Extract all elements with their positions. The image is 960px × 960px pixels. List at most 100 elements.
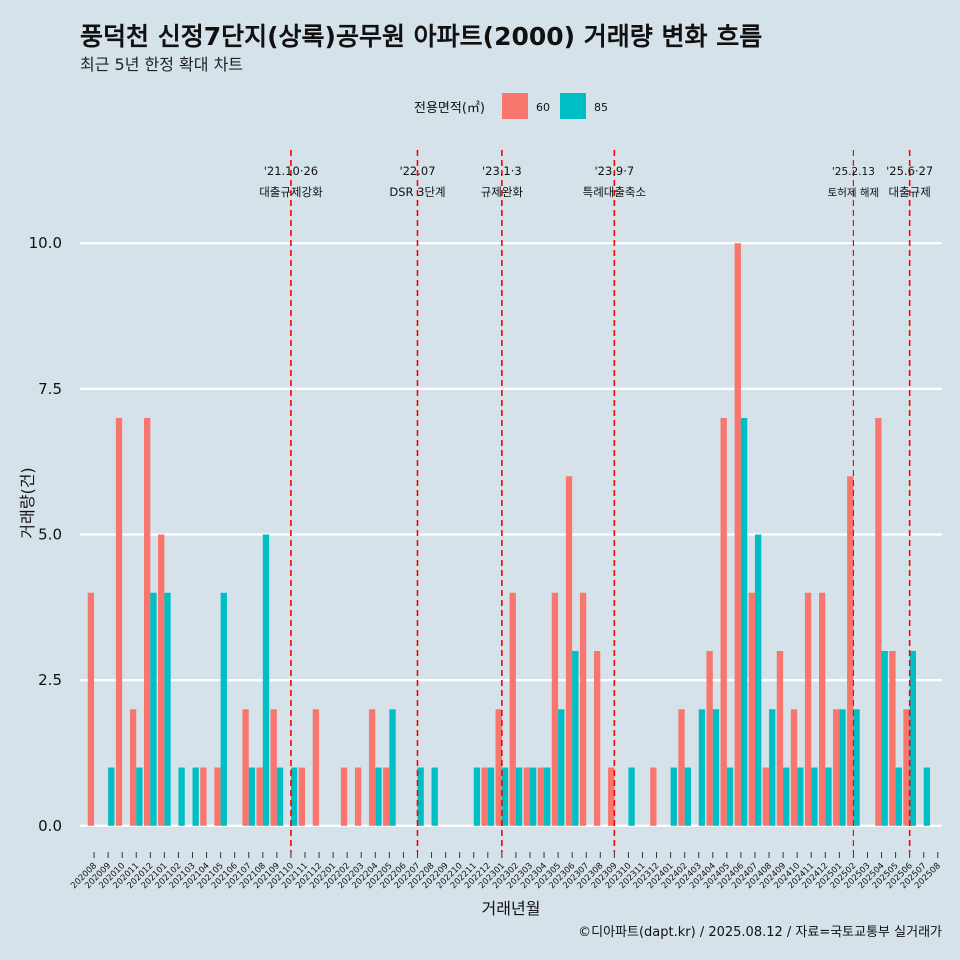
bar-60-202104 <box>200 767 207 826</box>
bar-85-202105 <box>220 592 227 826</box>
bar-60-202008 <box>87 592 95 826</box>
bar-85-202302 <box>515 767 523 826</box>
bar-60-202502 <box>847 476 854 826</box>
event-label: 대출규제 <box>888 185 930 199</box>
bar-60-202501 <box>833 709 840 826</box>
bar-60-202202 <box>340 767 348 826</box>
bar-60-202011 <box>129 709 137 826</box>
event-date: '25.2.13 <box>832 166 875 178</box>
bar-85-202405 <box>726 767 734 826</box>
bar-85-202204 <box>375 767 382 826</box>
bar-85-202412 <box>825 767 832 826</box>
bar-60-202411 <box>804 592 812 826</box>
event-label: 특례대출축소 <box>583 185 646 199</box>
bar-85-202305 <box>558 709 565 826</box>
event-annotations: '21.10·26 대출규제강화 '22.07 DSR 3단계 '23.1·3 규제완화 '… <box>259 164 933 199</box>
event-date: '23.1·3 <box>482 164 522 178</box>
bar-85-202208 <box>431 767 438 826</box>
bar-85-202009 <box>108 767 115 826</box>
event-lines <box>290 150 911 852</box>
bar-60-202407 <box>748 592 755 826</box>
y-tick-label: 5.0 <box>38 525 62 543</box>
y-tick-label: 10.0 <box>29 234 62 252</box>
bar-60-202304 <box>537 767 545 826</box>
bar-85-202102 <box>178 767 185 826</box>
bar-60-202105 <box>214 767 221 826</box>
bar-60-202308 <box>593 651 601 826</box>
bar-85-202207 <box>417 767 424 826</box>
bar-60-202306 <box>565 476 573 826</box>
y-tick-label: 2.5 <box>38 671 62 689</box>
bar-85-202310 <box>628 767 635 826</box>
event-label: 대출규제강화 <box>259 185 323 199</box>
event-date: '25.6·27 <box>886 164 933 178</box>
bar-85-202205 <box>389 709 396 826</box>
bar-60-202409 <box>776 651 784 826</box>
bar-60-202504 <box>875 417 882 826</box>
chart-subtitle: 최근 5년 한정 확대 차트 <box>80 55 243 74</box>
bar-60-202505 <box>889 651 896 826</box>
bar-60-202112 <box>312 709 320 826</box>
bar-85-202505 <box>895 767 902 826</box>
y-axis-title: 거래량(건) <box>18 467 37 538</box>
bar-60-202307 <box>579 592 587 826</box>
bar-85-202408 <box>769 709 776 826</box>
bar-60-202309 <box>608 767 615 826</box>
bar-85-202406 <box>740 417 748 826</box>
legend-swatch-60 <box>502 93 528 119</box>
bar-85-202504 <box>881 651 888 826</box>
bar-85-202110 <box>290 767 298 826</box>
bar-60-202305 <box>551 592 559 826</box>
bar-85-202107 <box>248 767 256 826</box>
bar-60-202109 <box>270 709 277 826</box>
bar-85-202304 <box>544 767 551 826</box>
bar-60-202303 <box>523 767 530 826</box>
bar-85-202301 <box>501 767 509 826</box>
bar-85-202103 <box>192 767 199 826</box>
bar-85-202212 <box>487 767 495 826</box>
bar-60-202302 <box>509 592 516 826</box>
bar-85-202403 <box>698 709 706 826</box>
y-axis: 0.0 2.5 5.0 7.5 10.0 <box>29 234 62 835</box>
bar-85-202012 <box>150 592 157 826</box>
bars <box>87 243 931 826</box>
event-date: '21.10·26 <box>264 164 318 178</box>
bar-85-202410 <box>797 767 804 826</box>
bar-60-202205 <box>383 767 390 826</box>
bar-60-202203 <box>354 767 362 826</box>
bar-60-202406 <box>734 243 741 826</box>
bar-85-202108 <box>262 534 270 826</box>
event-label: 규제완화 <box>481 185 524 199</box>
y-tick-label: 7.5 <box>38 380 62 398</box>
bar-60-202412 <box>818 592 826 826</box>
bar-60-202012 <box>143 417 151 826</box>
bar-60-202404 <box>706 651 713 826</box>
bar-85-202211 <box>473 767 481 826</box>
bar-60-202405 <box>720 417 727 826</box>
chart-title: 풍덕천 신정7단지(상록)공무원 아파트(2000) 거래량 변화 흐름 <box>80 22 762 51</box>
bar-85-202507 <box>923 767 931 826</box>
chart-caption: ©디아파트(dapt.kr) / 2025.08.12 / 자료=국토교통부 실… <box>578 925 942 940</box>
event-date: '23.9·7 <box>594 164 634 178</box>
bar-85-202402 <box>684 767 691 826</box>
bar-60-202204 <box>368 709 376 826</box>
bar-85-202306 <box>572 651 579 826</box>
bar-60-202212 <box>481 767 488 826</box>
bar-85-202409 <box>783 767 790 826</box>
bar-85-202407 <box>754 534 762 826</box>
legend-label-60: 60 <box>536 101 550 114</box>
event-date: '22.07 <box>399 164 435 178</box>
bar-85-202303 <box>529 767 537 826</box>
bar-60-202107 <box>242 709 249 826</box>
bar-60-202108 <box>256 767 263 826</box>
event-label: DSR 3단계 <box>389 185 445 199</box>
bar-60-202402 <box>678 709 685 826</box>
bar-60-202506 <box>903 709 910 826</box>
bar-85-202101 <box>164 592 171 826</box>
bar-60-202410 <box>790 709 798 826</box>
bar-60-202111 <box>298 767 305 826</box>
bar-60-202301 <box>495 709 502 826</box>
bar-60-202101 <box>158 534 165 826</box>
bar-85-202011 <box>136 767 143 826</box>
